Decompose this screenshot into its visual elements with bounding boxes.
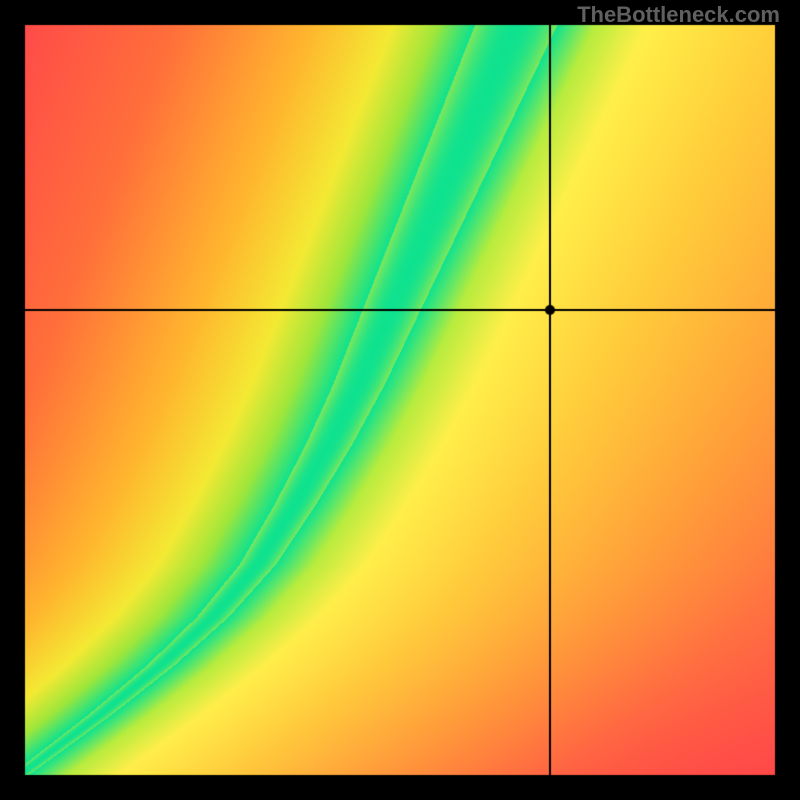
chart-container: TheBottleneck.com xyxy=(0,0,800,800)
heatmap-canvas xyxy=(0,0,800,800)
watermark-text: TheBottleneck.com xyxy=(577,2,780,28)
